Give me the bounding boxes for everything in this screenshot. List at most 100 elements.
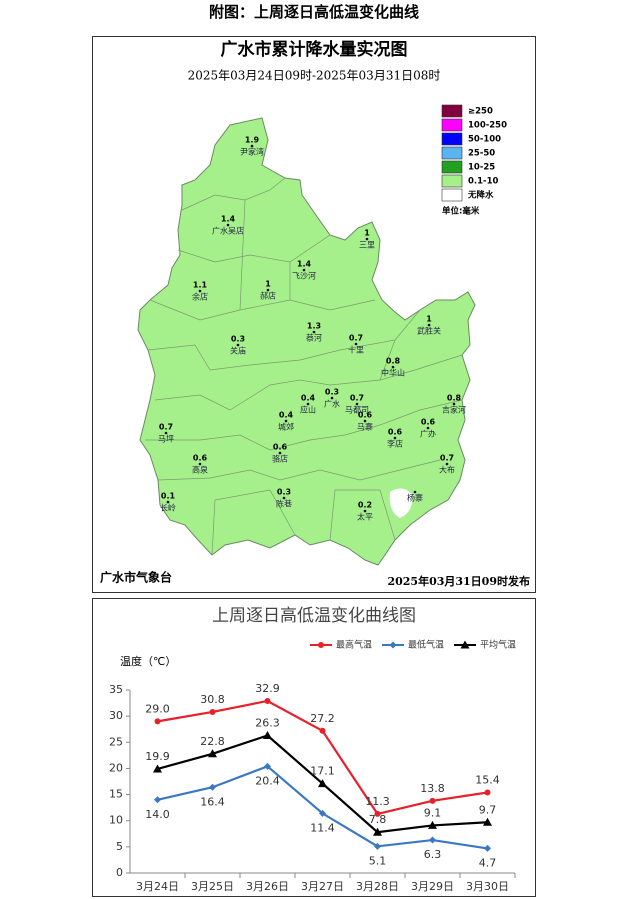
data-point [318,779,327,788]
legend-label: 最高气温 [336,639,372,651]
x-tick-label: 3月24日 [136,880,179,893]
data-point [154,796,161,804]
legend-swatch [441,146,463,160]
map-title: 广水市累计降水量实况图 [221,39,408,60]
legend-label: 100-250 [468,121,507,131]
station-value: 0.6 [388,428,403,437]
station-name: 广办 [420,429,436,439]
station-name: 杨寨 [407,493,423,503]
station-name: 余店 [192,292,208,302]
station-name: 大布 [439,465,455,475]
x-tick-label: 3月26日 [246,880,289,893]
station-dot [427,323,431,327]
station-name: 吉家河 [442,405,466,415]
station-dot [354,342,358,346]
legend-marker [389,641,397,649]
station-dot [250,144,254,148]
station-value: 0.6 [421,418,436,427]
data-label: 16.4 [200,795,225,808]
legend-label: 25-50 [468,149,495,159]
station-value: 0.7 [159,423,173,432]
station-name: 城郊 [278,422,294,432]
station-name: 高泉 [192,465,208,475]
station-name: 三里 [359,241,375,250]
data-point [373,827,382,836]
station-dot [198,462,202,466]
station-dot [284,419,288,423]
data-point [264,762,271,770]
station-dot [282,496,286,500]
station-dot [391,365,395,369]
data-point [263,730,272,739]
station-name: 飞沙河 [292,271,316,281]
station-value: 0.1 [161,492,176,501]
station-value: 1 [364,229,370,238]
station-dot [226,223,230,227]
data-label: 6.3 [424,848,442,861]
station-name: 尹家湾 [240,147,264,157]
station-value: 1.4 [297,260,312,269]
station-dot [355,402,359,406]
caption: 附图：上周逐日高低温变化曲线 [209,3,419,21]
station-dot [445,462,449,466]
station-name: 中华山 [381,368,405,378]
legend-label: 平均气温 [480,639,516,651]
station-name: 关庙 [230,346,246,356]
legend-swatch [441,118,463,132]
station-value: 0.2 [358,501,372,510]
data-label: 26.3 [255,716,280,729]
no-rain-area [389,488,413,518]
station-dot [393,436,397,440]
data-point [319,809,326,817]
station-value: 0.6 [273,443,288,452]
station-name: 太平 [357,512,373,522]
data-point [374,810,381,817]
data-label: 5.1 [369,854,387,867]
station-value: 1.3 [307,322,321,331]
station-dot [166,500,170,504]
data-point [209,783,216,791]
station-name: 李店 [387,439,403,449]
data-label: 15.4 [475,773,500,786]
y-tick-label: 15 [109,788,123,801]
station-value: 1 [426,315,432,324]
legend-label: 0.1-10 [468,177,498,187]
station-name: 陈巷 [276,499,292,509]
legend-label: 最低气温 [408,639,444,651]
station-value: 0.4 [279,411,294,420]
station-value: 1 [265,280,271,289]
legend-swatch [441,132,463,146]
station-value: 0.8 [386,357,401,366]
map-subtitle: 2025年03月24日09时-2025年03月31日08时 [188,69,441,83]
legend-label: 无降水 [467,190,494,201]
station-dot [236,343,240,347]
y-tick-label: 20 [109,761,123,774]
station-value: 0.7 [440,454,454,463]
station-value: 0.3 [325,388,339,397]
legend-label: 10-25 [468,163,495,173]
data-label: 4.7 [479,856,497,869]
station-dot [365,237,369,241]
chart-title: 上周逐日高低温变化曲线图 [212,606,416,626]
y-axis-label: 温度（℃） [120,654,176,668]
data-label: 11.4 [310,821,335,834]
data-point [319,727,326,734]
data-label: 29.0 [145,702,170,715]
data-point [153,764,162,773]
data-point [209,708,216,715]
data-point [483,817,492,826]
station-value: 0.8 [447,394,462,403]
station-name: 广水 [324,399,340,409]
x-tick-label: 3月27日 [301,880,344,893]
legend-swatch [441,174,463,188]
data-label: 19.9 [145,750,170,763]
station-name: 马寨 [357,422,373,432]
y-tick-label: 0 [116,866,123,879]
legend-marker [318,642,324,648]
station-name: 郝店 [260,291,276,301]
y-tick-label: 5 [116,840,123,853]
data-label: 9.1 [424,806,442,819]
data-point [484,789,491,796]
station-value: 0.6 [193,454,208,463]
